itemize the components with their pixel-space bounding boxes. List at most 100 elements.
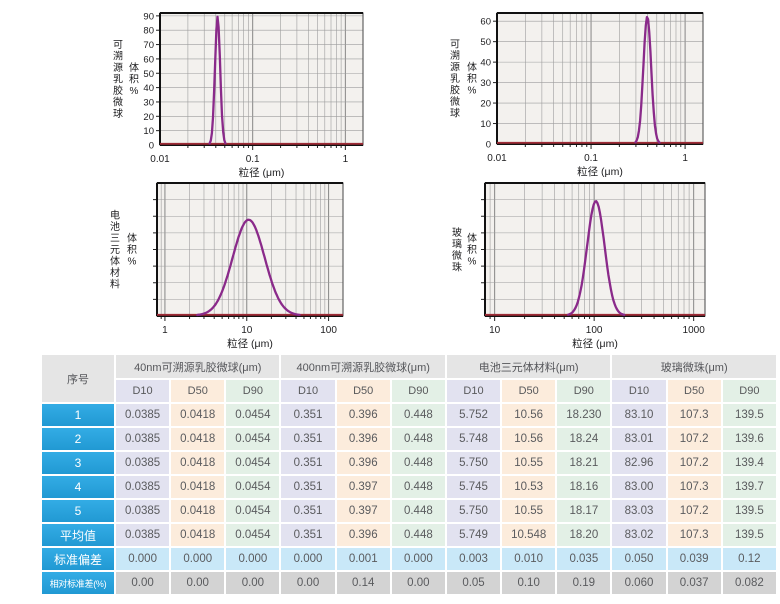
subheader-d50: D50	[336, 380, 390, 402]
table-cell: 0.0385	[116, 476, 170, 498]
y-tick-label: 20	[480, 99, 491, 110]
table-cell: 0.14	[336, 572, 390, 594]
table-cell: 139.4	[722, 452, 776, 474]
corner-header: 序号	[42, 355, 114, 402]
subheader-d10: D10	[612, 380, 666, 402]
y-tick-label: 80	[143, 26, 154, 37]
x-tick-label: 0.01	[150, 154, 170, 165]
chart-traceable-latex-40nm: 0 10 20 30 40 50 60 70 80 90 0.01 0.1 1 粒径 (μm) 可溯源乳胶微…	[95, 2, 380, 185]
table-cell: 18.21	[557, 452, 611, 474]
x-tick-label: 100	[586, 325, 603, 336]
y-tick-label: 70	[143, 40, 154, 51]
table-cell: 10.55	[502, 452, 556, 474]
table-cell: 10.56	[502, 428, 556, 450]
y-axis-title-main: 可	[450, 40, 460, 51]
y-axis-title-main: 珠	[452, 260, 462, 273]
subheader-d50: D50	[171, 380, 225, 402]
table-cell: 0.060	[612, 572, 666, 594]
table-cell: 5.745	[446, 476, 501, 498]
table-cell: 18.16	[557, 476, 611, 498]
table-cell: 0.0418	[171, 476, 225, 498]
table-cell: 0.351	[281, 452, 335, 474]
table-cell: 0.396	[336, 428, 390, 450]
y-tick-label: 50	[480, 37, 491, 48]
table-cell: 0.10	[502, 572, 556, 594]
subheader-d10: D10	[116, 380, 170, 402]
table-cell: 0.351	[281, 428, 335, 450]
distribution-curve	[634, 15, 661, 144]
table-row: 3 0.0385 0.0418 0.0454 0.351 0.396 0.448 5.750 1…	[42, 452, 776, 474]
y-tick-label: 10	[143, 126, 154, 137]
subheader-d50: D50	[502, 380, 556, 402]
chart-traceable-latex-400nm: 0 10 20 30 40 50 60 0.01 0.1 1 粒径 (μm) 可溯源乳胶微球 体积%	[425, 2, 720, 185]
y-axis-title-main: 材	[110, 266, 120, 279]
table-cell: 0.0454	[226, 452, 280, 474]
table-cell: 107.3	[667, 524, 721, 546]
table-cell: 83.00	[612, 476, 666, 498]
y-axis-title-sub: 体	[127, 233, 137, 245]
table-cell: 0.351	[281, 524, 335, 546]
table-cell: 107.3	[667, 404, 721, 426]
table-cell: 0.000	[281, 548, 335, 570]
y-axis-title-main: 乳	[450, 72, 460, 85]
y-axis-title-main: 玻	[452, 226, 462, 239]
table-cell: 0.0418	[171, 404, 225, 426]
y-tick-label: 40	[143, 83, 154, 94]
y-axis-title-main: 溯	[450, 49, 460, 62]
chart-svg: 0 10 20 30 40 50 60 0.01 0.1 1 粒径 (μm) 可溯源乳胶微球 体积%	[450, 12, 704, 178]
table-cell: 0.000	[116, 548, 170, 570]
table-cell: 0.397	[336, 500, 390, 522]
table-cell: 0.00	[281, 572, 335, 594]
table-cell: 0.448	[391, 428, 445, 450]
table-cell: 5.750	[446, 452, 501, 474]
y-axis-title-main: 璃	[452, 237, 462, 250]
y-tick-label: 40	[480, 58, 491, 69]
x-axis-title: 粒径 (μm)	[577, 165, 623, 178]
subheader-d90: D90	[391, 380, 445, 402]
table-row: 5 0.0385 0.0418 0.0454 0.351 0.397 0.448 5.750 1…	[42, 500, 776, 522]
y-axis-title-sub: %	[468, 86, 477, 97]
table-cell: 0.396	[336, 524, 390, 546]
group-header-latex40: 40nm可溯源乳胶微球(μm)	[116, 355, 280, 378]
table-cell: 0.003	[446, 548, 501, 570]
table-cell: 5.750	[446, 500, 501, 522]
y-tick-label: 30	[143, 97, 154, 108]
table-cell: 5.752	[446, 404, 501, 426]
table-cell: 5.748	[446, 428, 501, 450]
table-cell: 107.2	[667, 428, 721, 450]
y-axis-title-main: 溯	[113, 50, 123, 63]
distribution-curve	[196, 218, 301, 317]
table-cell: 0.396	[336, 404, 390, 426]
table-cell: 0.0418	[171, 524, 225, 546]
row-label: 平均值	[42, 524, 114, 546]
y-tick-label: 60	[143, 54, 154, 65]
group-header-latex400: 400nm可溯源乳胶微球(μm)	[281, 355, 445, 378]
subheader-d10: D10	[446, 380, 501, 402]
y-axis-title-main: 微	[113, 96, 123, 109]
table-cell: 0.0454	[226, 524, 280, 546]
table-cell: 83.10	[612, 404, 666, 426]
table-cell: 0.000	[171, 548, 225, 570]
row-label: 4	[42, 476, 114, 498]
table-cell: 0.0454	[226, 476, 280, 498]
table-cell: 0.448	[391, 500, 445, 522]
table-cell: 0.00	[171, 572, 225, 594]
x-tick-label: 1	[343, 154, 349, 165]
y-tick-label: 0	[149, 141, 154, 152]
row-label: 标准偏差	[42, 548, 114, 570]
y-axis-title-main: 微	[450, 95, 460, 108]
table-cell: 0.050	[612, 548, 666, 570]
chart-battery-ternary-material: 1 10 100 粒径 (μm) 电池三元体材料体积%	[95, 172, 380, 355]
table-cell: 83.03	[612, 500, 666, 522]
distribution-curve	[208, 15, 227, 145]
y-axis-title-sub: 体	[467, 62, 477, 74]
y-axis-title-main: 微	[452, 249, 462, 262]
y-axis-title-main: 源	[450, 61, 460, 74]
table-cell: 83.01	[612, 428, 666, 450]
table-cell: 5.749	[446, 524, 501, 546]
table-row: 标准偏差 0.000 0.000 0.000 0.000 0.001 0.000 0.003 0…	[42, 548, 776, 570]
table-cell: 0.0385	[116, 452, 170, 474]
table-cell: 0.19	[557, 572, 611, 594]
subheader-d90: D90	[557, 380, 611, 402]
